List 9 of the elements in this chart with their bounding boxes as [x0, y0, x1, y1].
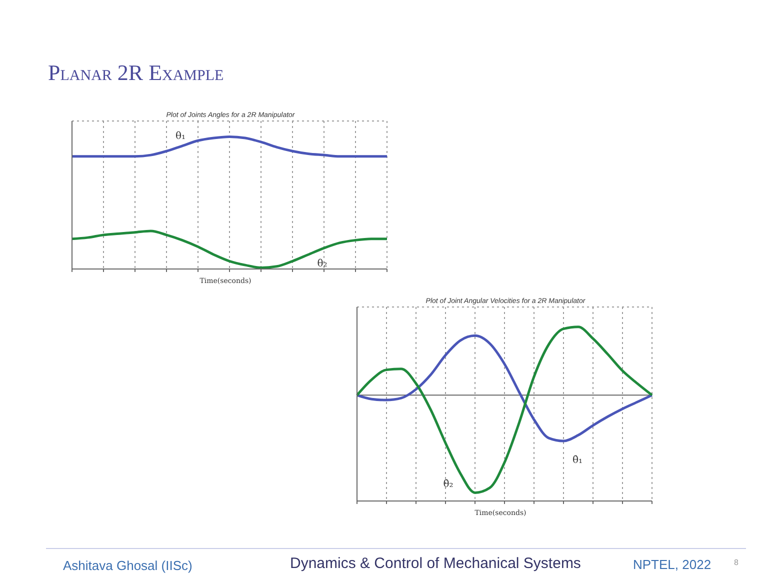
- text: 8: [734, 558, 738, 567]
- series-label: θ̇₂: [443, 479, 454, 490]
- series-label: θ̇₁: [572, 455, 583, 466]
- series-label: θ₁: [175, 131, 186, 142]
- text: Dynamics & Control of Mechanical Systems: [290, 555, 581, 572]
- series-label: θ₂: [317, 258, 328, 270]
- text: NPTEL, 2022: [633, 557, 712, 572]
- text: Planar 2R Example: [48, 60, 224, 86]
- text: Ashitava Ghosal (IISc): [63, 557, 192, 575]
